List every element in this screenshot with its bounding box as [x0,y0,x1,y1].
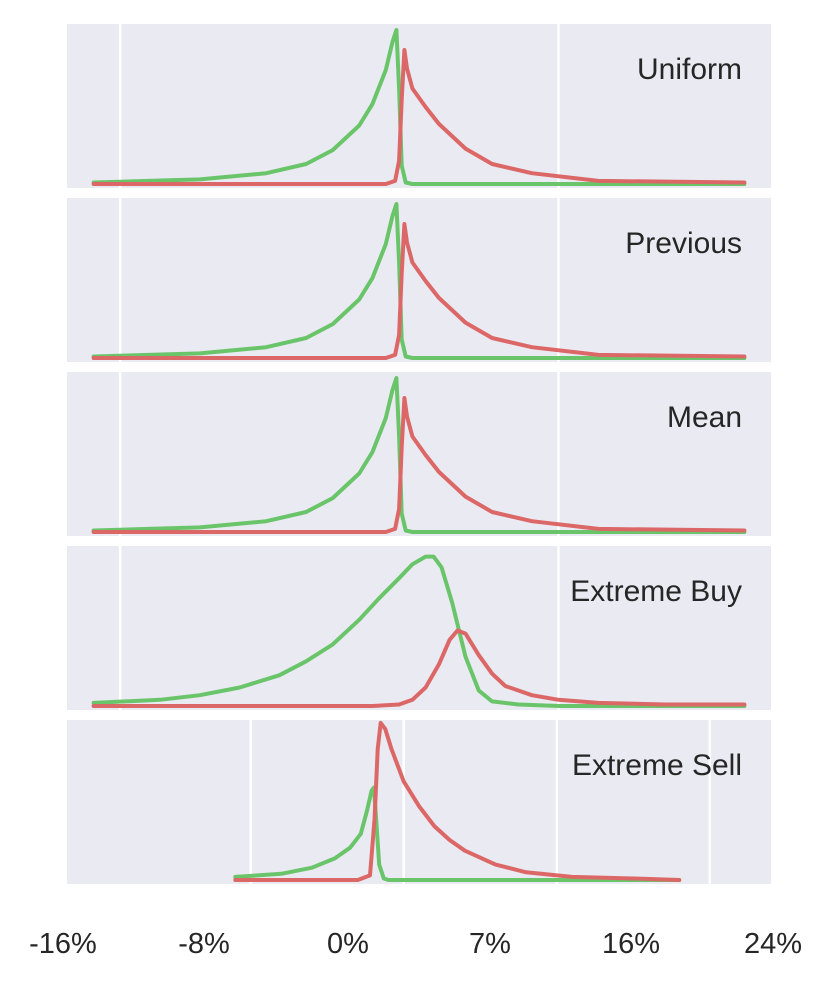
panel-title: Extreme Buy [570,575,742,608]
panel-background [67,372,771,536]
red-density-curve [91,48,747,186]
panel-extreme-buy: Extreme Buy [67,546,771,710]
red-density-curve [233,720,682,882]
panel-background [67,198,771,362]
panel-background [67,24,771,188]
green-density-curve [233,785,682,882]
panel-title: Uniform [637,53,742,86]
panel-background [67,546,771,710]
red-density-curve [91,628,747,708]
panels-group: Uniform Previous Mean Extreme Buy Extreme Se… [67,24,771,884]
x-tick-labels: -16% -8% 0% 7% 16% 24% [29,928,802,960]
panel-title: Mean [667,401,742,434]
green-density-curve [91,554,747,708]
green-density-curve [91,376,747,534]
x-tick-label: 24% [744,928,802,960]
panel-extreme-sell: Extreme Sell [67,720,771,884]
panel-title: Previous [625,227,742,260]
panel-background [67,720,771,884]
x-tick-label: -8% [178,928,230,960]
x-tick-label: 0% [327,928,369,960]
x-tick-label: -16% [29,928,97,960]
x-tick-label: 16% [602,928,660,960]
green-density-curve [91,28,747,186]
panel-title: Extreme Sell [572,749,742,782]
panel-mean: Mean [67,372,771,536]
x-tick-label: 7% [469,928,511,960]
red-density-curve [91,396,747,534]
red-density-curve [91,222,747,360]
panel-uniform: Uniform [67,24,771,188]
panel-previous: Previous [67,198,771,362]
green-density-curve [91,202,747,360]
